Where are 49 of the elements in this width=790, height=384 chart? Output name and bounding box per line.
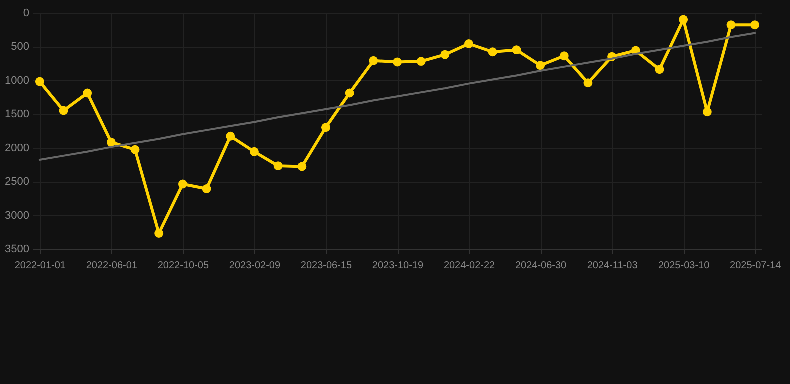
- point: [274, 162, 283, 171]
- point: [202, 184, 212, 194]
- point: [369, 56, 378, 66]
- y-tick-label: 1500: [5, 108, 30, 121]
- point: [655, 65, 664, 74]
- point: [584, 78, 593, 88]
- point: [464, 40, 474, 48]
- y-tick-label: 0: [23, 8, 30, 20]
- y-tick-label: 2000: [5, 142, 30, 154]
- point: [130, 145, 140, 154]
- point: [679, 15, 688, 24]
- x-tick-label: 2024-02-22: [444, 260, 496, 272]
- point: [393, 58, 402, 67]
- point: [322, 123, 330, 132]
- x-tick-label: 2025-03-10: [658, 260, 710, 272]
- point: [226, 132, 236, 141]
- point: [59, 106, 68, 116]
- point: [35, 77, 44, 86]
- x-tick-label: 2023-02-09: [229, 260, 281, 272]
- point: [488, 48, 498, 57]
- x-tick-label: 2023-06-15: [300, 260, 352, 272]
- point: [154, 229, 164, 238]
- point: [560, 52, 569, 61]
- point: [178, 180, 188, 189]
- x-tick-label: 2022-10-05: [158, 260, 210, 272]
- x-tick-label: 2023-10-19: [372, 260, 424, 272]
- point: [250, 147, 259, 156]
- y-tick-label: 500: [11, 41, 30, 54]
- x-tick-label: 2024-11-03: [587, 260, 638, 272]
- point: [750, 20, 760, 30]
- line-series: [38, 32, 756, 161]
- x-tick-label: 2024-06-30: [515, 260, 568, 272]
- point: [536, 61, 546, 70]
- x-tick-label: 2025-07-14: [730, 260, 782, 272]
- point: [106, 138, 116, 147]
- x-tick-label: 2022-06-01: [86, 260, 138, 272]
- point: [440, 50, 450, 60]
- point: [702, 108, 712, 117]
- point: [726, 20, 736, 30]
- point: [345, 88, 354, 98]
- y-tick-label: 1000: [5, 74, 30, 87]
- point: [416, 57, 426, 66]
- point: [83, 88, 92, 98]
- y-tick-label: 3500: [5, 244, 30, 256]
- point: [512, 46, 522, 55]
- y-tick-label: 2500: [5, 176, 30, 188]
- x-tick-label: 2022-01-01: [14, 260, 66, 272]
- y-tick-label: 3000: [5, 210, 30, 222]
- point: [298, 162, 307, 172]
